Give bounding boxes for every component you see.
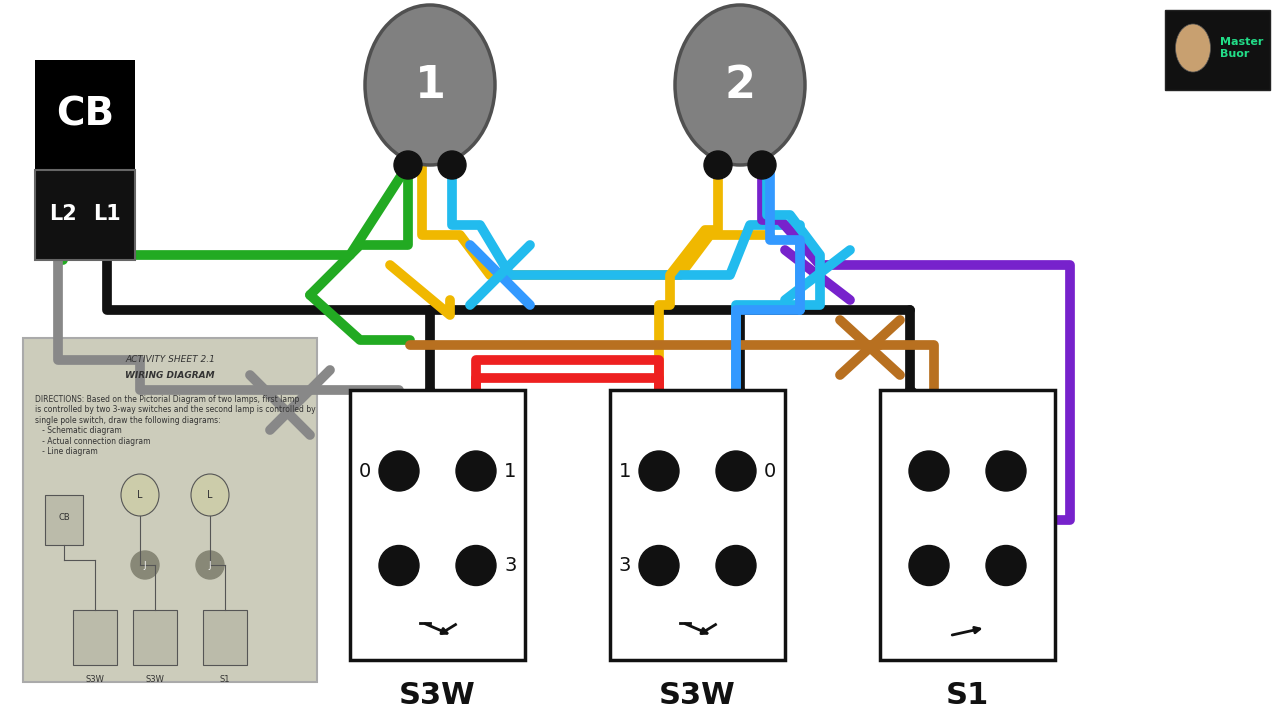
Ellipse shape	[191, 474, 229, 516]
Circle shape	[456, 451, 497, 491]
Circle shape	[748, 151, 776, 179]
Text: S3W: S3W	[146, 675, 164, 684]
Text: 1: 1	[415, 63, 445, 107]
Text: ACTIVITY SHEET 2.1: ACTIVITY SHEET 2.1	[125, 355, 215, 364]
Text: L: L	[137, 490, 143, 500]
Circle shape	[379, 546, 419, 585]
FancyBboxPatch shape	[35, 60, 134, 170]
Text: 0: 0	[358, 462, 371, 480]
Circle shape	[986, 451, 1027, 491]
Ellipse shape	[122, 474, 159, 516]
Text: J: J	[143, 560, 146, 570]
Text: S3W: S3W	[659, 680, 736, 709]
Circle shape	[456, 546, 497, 585]
Text: 0: 0	[764, 462, 776, 480]
Text: L2: L2	[49, 204, 77, 224]
Ellipse shape	[675, 5, 805, 165]
Circle shape	[704, 151, 732, 179]
FancyBboxPatch shape	[133, 610, 177, 665]
FancyBboxPatch shape	[204, 610, 247, 665]
FancyBboxPatch shape	[35, 170, 134, 260]
Circle shape	[639, 451, 678, 491]
Circle shape	[986, 546, 1027, 585]
Circle shape	[379, 451, 419, 491]
Text: DIRECTIONS: Based on the Pictorial Diagram of two lamps, first lamp
is controlle: DIRECTIONS: Based on the Pictorial Diagr…	[35, 395, 316, 456]
Circle shape	[438, 151, 466, 179]
Text: L1: L1	[93, 204, 120, 224]
Text: 2: 2	[724, 63, 755, 107]
Text: 1: 1	[618, 462, 631, 480]
FancyBboxPatch shape	[73, 610, 116, 665]
FancyBboxPatch shape	[45, 495, 83, 545]
Circle shape	[716, 451, 756, 491]
Circle shape	[909, 451, 948, 491]
Circle shape	[716, 546, 756, 585]
Text: S3W: S3W	[399, 680, 476, 709]
Text: Master
Buor: Master Buor	[1220, 37, 1263, 59]
Ellipse shape	[365, 5, 495, 165]
FancyBboxPatch shape	[23, 338, 317, 682]
Circle shape	[196, 551, 224, 579]
Text: S3W: S3W	[86, 675, 105, 684]
Text: 1: 1	[504, 462, 516, 480]
Text: 3: 3	[504, 556, 516, 575]
FancyBboxPatch shape	[881, 390, 1055, 660]
Circle shape	[909, 546, 948, 585]
FancyBboxPatch shape	[611, 390, 785, 660]
Ellipse shape	[1175, 24, 1211, 72]
Text: 3: 3	[618, 556, 631, 575]
Text: WIRING DIAGRAM: WIRING DIAGRAM	[125, 371, 215, 380]
FancyBboxPatch shape	[349, 390, 525, 660]
Text: S1: S1	[946, 680, 989, 709]
Text: CB: CB	[58, 513, 70, 522]
Circle shape	[639, 546, 678, 585]
Text: S1: S1	[220, 675, 230, 684]
Text: CB: CB	[56, 95, 114, 133]
Circle shape	[131, 551, 159, 579]
Text: J: J	[209, 560, 211, 570]
Circle shape	[394, 151, 422, 179]
Text: L: L	[207, 490, 212, 500]
FancyBboxPatch shape	[1165, 10, 1270, 90]
